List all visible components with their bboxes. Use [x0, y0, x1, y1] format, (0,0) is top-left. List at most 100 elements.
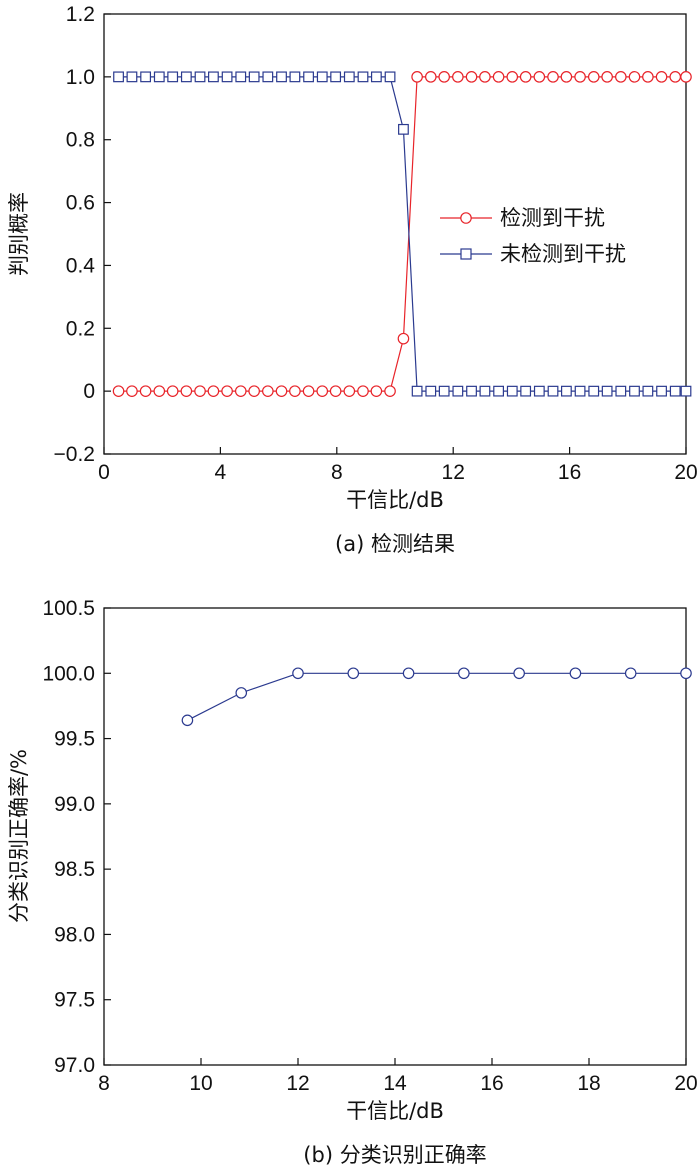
data-point — [452, 71, 464, 83]
x-tick-label: 18 — [577, 1072, 600, 1095]
data-point — [479, 385, 491, 397]
data-point — [411, 71, 423, 83]
x-tick-label: 8 — [331, 461, 343, 484]
axis-ticks: 0 4 8 12 16 20−0.200.20.40.60.81.01.2 — [54, 3, 698, 484]
chart-caption: (a) 检测结果 — [335, 532, 455, 556]
data-point — [248, 71, 260, 83]
y-tick-label: 0.4 — [66, 254, 96, 277]
x-tick-label: 4 — [215, 461, 227, 484]
data-point — [126, 71, 138, 83]
detection-chart: 0 4 8 12 16 20−0.200.20.40.60.81.01.2 检测到干扰 未… — [7, 3, 698, 556]
x-tick-label: 10 — [189, 1072, 212, 1095]
data-point — [479, 71, 491, 83]
data-point — [384, 385, 396, 397]
data-point — [601, 385, 613, 397]
data-point — [402, 667, 415, 680]
data-point — [357, 71, 369, 83]
plot-frame — [103, 13, 687, 455]
data-point — [458, 667, 470, 680]
data-point — [601, 71, 613, 83]
data-point — [588, 385, 600, 397]
y-tick-label: 100.5 — [42, 597, 95, 620]
data-point — [560, 385, 572, 397]
data-point — [642, 71, 654, 83]
series-lines — [187, 672, 686, 721]
data-point — [235, 71, 247, 83]
data-point — [139, 385, 152, 397]
x-tick-label: 20 — [674, 461, 697, 484]
data-point — [302, 385, 315, 397]
data-point — [112, 385, 125, 397]
data-point — [370, 71, 382, 83]
axis-ticks: 8 10 12 14 16 18 20 97.0 97.5 98.0 98.5 99.0 99.5 100… — [42, 597, 697, 1095]
x-tick-label: 12 — [442, 461, 465, 484]
y-axis-label: 分类识别正确率/% — [7, 749, 31, 923]
data-point — [357, 385, 369, 397]
data-point — [384, 71, 396, 83]
data-point — [492, 71, 505, 83]
data-point — [438, 71, 450, 83]
legend: 检测到干扰 未检测到干扰 — [440, 206, 626, 266]
x-tick-label: 12 — [286, 1072, 309, 1095]
data-point — [680, 385, 692, 397]
data-point — [547, 385, 559, 397]
x-tick-label: 14 — [383, 1072, 407, 1095]
data-point — [680, 667, 692, 680]
data-point — [506, 71, 519, 83]
data-point — [208, 71, 219, 83]
chart-caption: (b) 分类识别正确率 — [303, 1143, 486, 1167]
data-point — [235, 687, 248, 699]
y-tick-label: 99.5 — [54, 728, 95, 751]
data-point — [347, 667, 360, 680]
data-point — [180, 71, 192, 83]
data-point — [262, 71, 274, 83]
data-point — [248, 385, 260, 397]
y-tick-label: 1.2 — [66, 3, 95, 26]
legend-label-not-detected: 未检测到干扰 — [500, 242, 626, 266]
x-tick-label: 16 — [480, 1072, 503, 1095]
data-point — [642, 385, 654, 397]
y-tick-label: 0.8 — [66, 129, 95, 152]
y-tick-label: 0.6 — [66, 192, 95, 215]
y-tick-label: 98.5 — [54, 858, 95, 881]
y-tick-label: 98.0 — [54, 923, 95, 946]
x-axis-label: 干信比/dB — [346, 1099, 444, 1123]
data-point — [411, 385, 423, 397]
data-point — [167, 71, 179, 83]
data-point — [669, 71, 682, 83]
data-point — [628, 71, 641, 83]
data-point — [587, 71, 600, 83]
legend-label-detected: 检测到干扰 — [500, 206, 605, 230]
data-point — [262, 385, 274, 397]
data-point — [615, 385, 627, 397]
data-point — [153, 71, 165, 83]
data-point — [493, 385, 504, 397]
data-point — [574, 71, 586, 83]
data-point — [656, 385, 667, 397]
data-point — [126, 385, 138, 397]
data-point — [330, 71, 342, 83]
x-tick-label: 8 — [98, 1072, 110, 1095]
data-point — [276, 71, 287, 83]
data-point — [424, 71, 437, 83]
y-axis-label: 判别概率 — [7, 192, 31, 276]
data-point — [303, 71, 314, 83]
data-point — [680, 71, 692, 83]
data-point — [533, 71, 546, 83]
data-point — [292, 667, 304, 680]
data-point — [438, 385, 450, 397]
series-line-0 — [187, 672, 686, 721]
data-point — [506, 385, 518, 397]
x-axis-label: 干信比/dB — [346, 488, 444, 512]
x-tick-label: 16 — [558, 461, 581, 484]
data-point — [569, 667, 582, 680]
data-point — [316, 71, 328, 83]
data-point — [140, 71, 152, 83]
data-point — [513, 667, 525, 680]
series-markers — [112, 71, 692, 397]
y-tick-label: 1.0 — [66, 66, 95, 89]
accuracy-chart: 8 10 12 14 16 18 20 97.0 97.5 98.0 98.5 99.0 99.5 100… — [7, 597, 698, 1167]
data-point — [370, 385, 383, 397]
data-point — [275, 385, 288, 397]
y-tick-label: −0.2 — [54, 443, 95, 466]
